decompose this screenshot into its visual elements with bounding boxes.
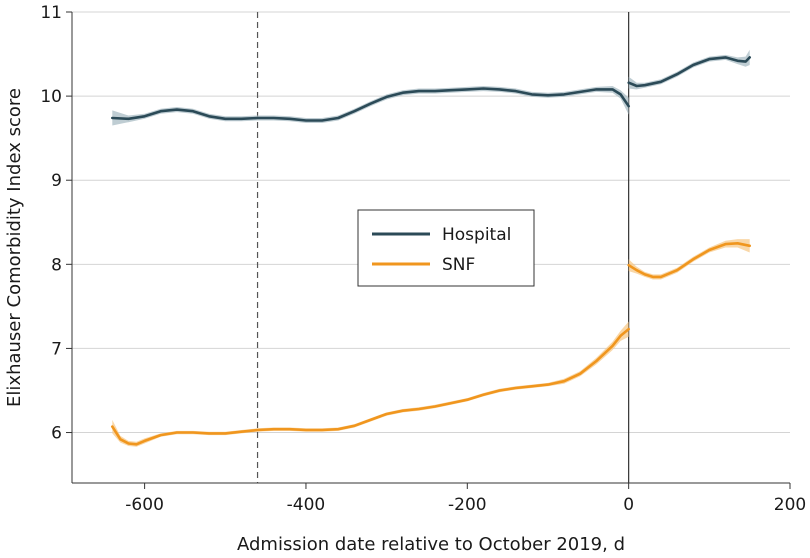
x-tick-label-3: 0 — [623, 495, 634, 515]
y-tick-label-0: 6 — [51, 424, 62, 444]
series-line-snf-1 — [627, 242, 751, 279]
x-tick-label-0: -600 — [125, 495, 164, 515]
legend: Hospital SNF — [357, 209, 535, 287]
x-axis-title: Admission date relative to October 2019,… — [237, 534, 625, 555]
legend-box — [357, 209, 535, 287]
x-tick-label-4: 200 — [774, 495, 806, 515]
series-lines — [111, 56, 751, 446]
x-tick-label-1: -400 — [287, 495, 326, 515]
legend-label-hospital: Hospital — [442, 225, 511, 245]
y-tick-label-2: 8 — [51, 255, 62, 275]
y-tick-label-5: 11 — [40, 3, 62, 23]
legend-label-snf: SNF — [442, 255, 475, 275]
series-line-snf-0 — [111, 327, 630, 446]
confidence-band-snf-1 — [628, 239, 750, 280]
y-tick-label-1: 7 — [51, 339, 62, 359]
series-line-hospital-1 — [627, 56, 751, 88]
series-line-hospital-0 — [111, 87, 630, 122]
confidence-band-hospital-1 — [628, 49, 750, 90]
axes — [66, 11, 791, 489]
confidence-band-hospital-0 — [112, 86, 629, 126]
y-tick-label-4: 10 — [40, 87, 62, 107]
x-tick-label-2: -200 — [448, 495, 487, 515]
y-axis-title: Elixhauser Comorbidity Index score — [4, 88, 25, 407]
tick-labels: 6 7 8 9 10 11 -600 -400 -200 0 200 — [40, 3, 806, 515]
y-tick-label-3: 9 — [51, 171, 62, 191]
reference-lines — [256, 12, 630, 483]
